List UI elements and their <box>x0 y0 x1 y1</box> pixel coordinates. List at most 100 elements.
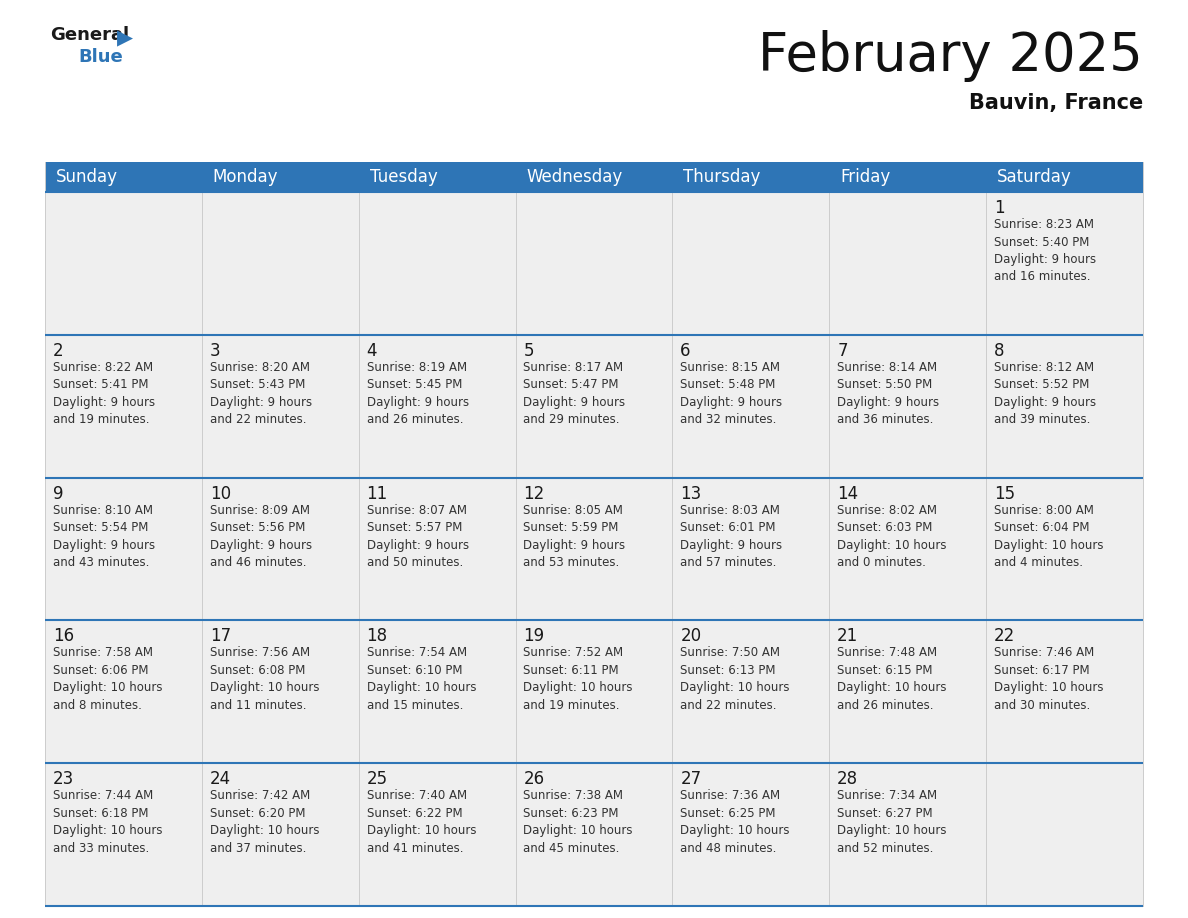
Bar <box>202 621 359 763</box>
Text: 13: 13 <box>681 485 702 502</box>
Bar <box>986 335 1143 477</box>
Text: 22: 22 <box>994 627 1016 645</box>
Text: 27: 27 <box>681 770 701 789</box>
Text: General: General <box>50 26 129 44</box>
Text: 8: 8 <box>994 341 1005 360</box>
Text: 20: 20 <box>681 627 701 645</box>
Text: Sunday: Sunday <box>56 168 118 186</box>
Text: Sunrise: 7:46 AM
Sunset: 6:17 PM
Daylight: 10 hours
and 30 minutes.: Sunrise: 7:46 AM Sunset: 6:17 PM Dayligh… <box>994 646 1104 711</box>
Text: 17: 17 <box>210 627 230 645</box>
Text: Sunrise: 8:00 AM
Sunset: 6:04 PM
Daylight: 10 hours
and 4 minutes.: Sunrise: 8:00 AM Sunset: 6:04 PM Dayligh… <box>994 504 1104 569</box>
Text: Sunrise: 8:19 AM
Sunset: 5:45 PM
Daylight: 9 hours
and 26 minutes.: Sunrise: 8:19 AM Sunset: 5:45 PM Dayligh… <box>367 361 469 426</box>
Text: February 2025: February 2025 <box>758 30 1143 82</box>
Bar <box>45 763 202 906</box>
Text: Sunrise: 8:03 AM
Sunset: 6:01 PM
Daylight: 9 hours
and 57 minutes.: Sunrise: 8:03 AM Sunset: 6:01 PM Dayligh… <box>681 504 783 569</box>
Text: Sunrise: 8:05 AM
Sunset: 5:59 PM
Daylight: 9 hours
and 53 minutes.: Sunrise: 8:05 AM Sunset: 5:59 PM Dayligh… <box>524 504 626 569</box>
Text: Wednesday: Wednesday <box>526 168 623 186</box>
Text: Sunrise: 8:14 AM
Sunset: 5:50 PM
Daylight: 9 hours
and 36 minutes.: Sunrise: 8:14 AM Sunset: 5:50 PM Dayligh… <box>838 361 940 426</box>
Bar <box>986 763 1143 906</box>
Bar <box>516 477 672 621</box>
Bar <box>829 477 986 621</box>
Text: Saturday: Saturday <box>997 168 1072 186</box>
Text: 18: 18 <box>367 627 387 645</box>
Text: 23: 23 <box>52 770 74 789</box>
Text: Monday: Monday <box>213 168 278 186</box>
Bar <box>202 763 359 906</box>
Text: Sunrise: 7:54 AM
Sunset: 6:10 PM
Daylight: 10 hours
and 15 minutes.: Sunrise: 7:54 AM Sunset: 6:10 PM Dayligh… <box>367 646 476 711</box>
Bar <box>45 335 202 477</box>
Bar <box>359 335 516 477</box>
Bar <box>829 335 986 477</box>
Text: Tuesday: Tuesday <box>369 168 437 186</box>
Bar <box>986 477 1143 621</box>
Text: Sunrise: 8:09 AM
Sunset: 5:56 PM
Daylight: 9 hours
and 46 minutes.: Sunrise: 8:09 AM Sunset: 5:56 PM Dayligh… <box>210 504 311 569</box>
Bar <box>202 477 359 621</box>
Bar <box>202 335 359 477</box>
Bar <box>986 192 1143 335</box>
Text: Sunrise: 8:10 AM
Sunset: 5:54 PM
Daylight: 9 hours
and 43 minutes.: Sunrise: 8:10 AM Sunset: 5:54 PM Dayligh… <box>52 504 154 569</box>
Text: 9: 9 <box>52 485 63 502</box>
Text: 16: 16 <box>52 627 74 645</box>
Bar <box>359 763 516 906</box>
Text: Sunrise: 8:02 AM
Sunset: 6:03 PM
Daylight: 10 hours
and 0 minutes.: Sunrise: 8:02 AM Sunset: 6:03 PM Dayligh… <box>838 504 947 569</box>
Text: 5: 5 <box>524 341 533 360</box>
Text: 2: 2 <box>52 341 63 360</box>
Text: Sunrise: 7:48 AM
Sunset: 6:15 PM
Daylight: 10 hours
and 26 minutes.: Sunrise: 7:48 AM Sunset: 6:15 PM Dayligh… <box>838 646 947 711</box>
Text: Sunrise: 8:12 AM
Sunset: 5:52 PM
Daylight: 9 hours
and 39 minutes.: Sunrise: 8:12 AM Sunset: 5:52 PM Dayligh… <box>994 361 1097 426</box>
Bar <box>672 192 829 335</box>
Text: Blue: Blue <box>78 48 122 66</box>
Bar <box>829 763 986 906</box>
Text: Sunrise: 7:52 AM
Sunset: 6:11 PM
Daylight: 10 hours
and 19 minutes.: Sunrise: 7:52 AM Sunset: 6:11 PM Dayligh… <box>524 646 633 711</box>
Text: ▶: ▶ <box>116 28 133 48</box>
Bar <box>202 192 359 335</box>
Text: 19: 19 <box>524 627 544 645</box>
Bar <box>45 192 202 335</box>
Bar <box>45 477 202 621</box>
Text: 28: 28 <box>838 770 858 789</box>
Text: 25: 25 <box>367 770 387 789</box>
Text: 24: 24 <box>210 770 230 789</box>
Bar <box>45 162 1143 192</box>
Bar <box>672 335 829 477</box>
Text: 1: 1 <box>994 199 1005 217</box>
Text: 10: 10 <box>210 485 230 502</box>
Bar <box>672 621 829 763</box>
Text: Sunrise: 7:44 AM
Sunset: 6:18 PM
Daylight: 10 hours
and 33 minutes.: Sunrise: 7:44 AM Sunset: 6:18 PM Dayligh… <box>52 789 163 855</box>
Text: Sunrise: 8:20 AM
Sunset: 5:43 PM
Daylight: 9 hours
and 22 minutes.: Sunrise: 8:20 AM Sunset: 5:43 PM Dayligh… <box>210 361 311 426</box>
Text: Sunrise: 7:58 AM
Sunset: 6:06 PM
Daylight: 10 hours
and 8 minutes.: Sunrise: 7:58 AM Sunset: 6:06 PM Dayligh… <box>52 646 163 711</box>
Bar <box>516 621 672 763</box>
Bar <box>359 192 516 335</box>
Text: 21: 21 <box>838 627 859 645</box>
Text: Bauvin, France: Bauvin, France <box>968 93 1143 113</box>
Text: 12: 12 <box>524 485 544 502</box>
Text: Sunrise: 8:07 AM
Sunset: 5:57 PM
Daylight: 9 hours
and 50 minutes.: Sunrise: 8:07 AM Sunset: 5:57 PM Dayligh… <box>367 504 469 569</box>
Text: 7: 7 <box>838 341 847 360</box>
Bar <box>516 335 672 477</box>
Bar <box>516 763 672 906</box>
Text: 6: 6 <box>681 341 690 360</box>
Text: Sunrise: 7:34 AM
Sunset: 6:27 PM
Daylight: 10 hours
and 52 minutes.: Sunrise: 7:34 AM Sunset: 6:27 PM Dayligh… <box>838 789 947 855</box>
Text: Sunrise: 7:40 AM
Sunset: 6:22 PM
Daylight: 10 hours
and 41 minutes.: Sunrise: 7:40 AM Sunset: 6:22 PM Dayligh… <box>367 789 476 855</box>
Bar <box>829 621 986 763</box>
Text: Sunrise: 7:50 AM
Sunset: 6:13 PM
Daylight: 10 hours
and 22 minutes.: Sunrise: 7:50 AM Sunset: 6:13 PM Dayligh… <box>681 646 790 711</box>
Text: Sunrise: 7:36 AM
Sunset: 6:25 PM
Daylight: 10 hours
and 48 minutes.: Sunrise: 7:36 AM Sunset: 6:25 PM Dayligh… <box>681 789 790 855</box>
Bar <box>359 621 516 763</box>
Text: 14: 14 <box>838 485 858 502</box>
Text: Sunrise: 8:17 AM
Sunset: 5:47 PM
Daylight: 9 hours
and 29 minutes.: Sunrise: 8:17 AM Sunset: 5:47 PM Dayligh… <box>524 361 626 426</box>
Text: 4: 4 <box>367 341 377 360</box>
Text: 11: 11 <box>367 485 387 502</box>
Text: Sunrise: 7:56 AM
Sunset: 6:08 PM
Daylight: 10 hours
and 11 minutes.: Sunrise: 7:56 AM Sunset: 6:08 PM Dayligh… <box>210 646 320 711</box>
Bar <box>986 621 1143 763</box>
Text: Sunrise: 8:22 AM
Sunset: 5:41 PM
Daylight: 9 hours
and 19 minutes.: Sunrise: 8:22 AM Sunset: 5:41 PM Dayligh… <box>52 361 154 426</box>
Text: 26: 26 <box>524 770 544 789</box>
Text: Thursday: Thursday <box>683 168 760 186</box>
Text: Sunrise: 8:15 AM
Sunset: 5:48 PM
Daylight: 9 hours
and 32 minutes.: Sunrise: 8:15 AM Sunset: 5:48 PM Dayligh… <box>681 361 783 426</box>
Bar <box>672 477 829 621</box>
Text: Friday: Friday <box>840 168 891 186</box>
Text: 15: 15 <box>994 485 1015 502</box>
Bar <box>516 192 672 335</box>
Bar <box>45 621 202 763</box>
Text: Sunrise: 8:23 AM
Sunset: 5:40 PM
Daylight: 9 hours
and 16 minutes.: Sunrise: 8:23 AM Sunset: 5:40 PM Dayligh… <box>994 218 1097 284</box>
Bar <box>829 192 986 335</box>
Bar <box>672 763 829 906</box>
